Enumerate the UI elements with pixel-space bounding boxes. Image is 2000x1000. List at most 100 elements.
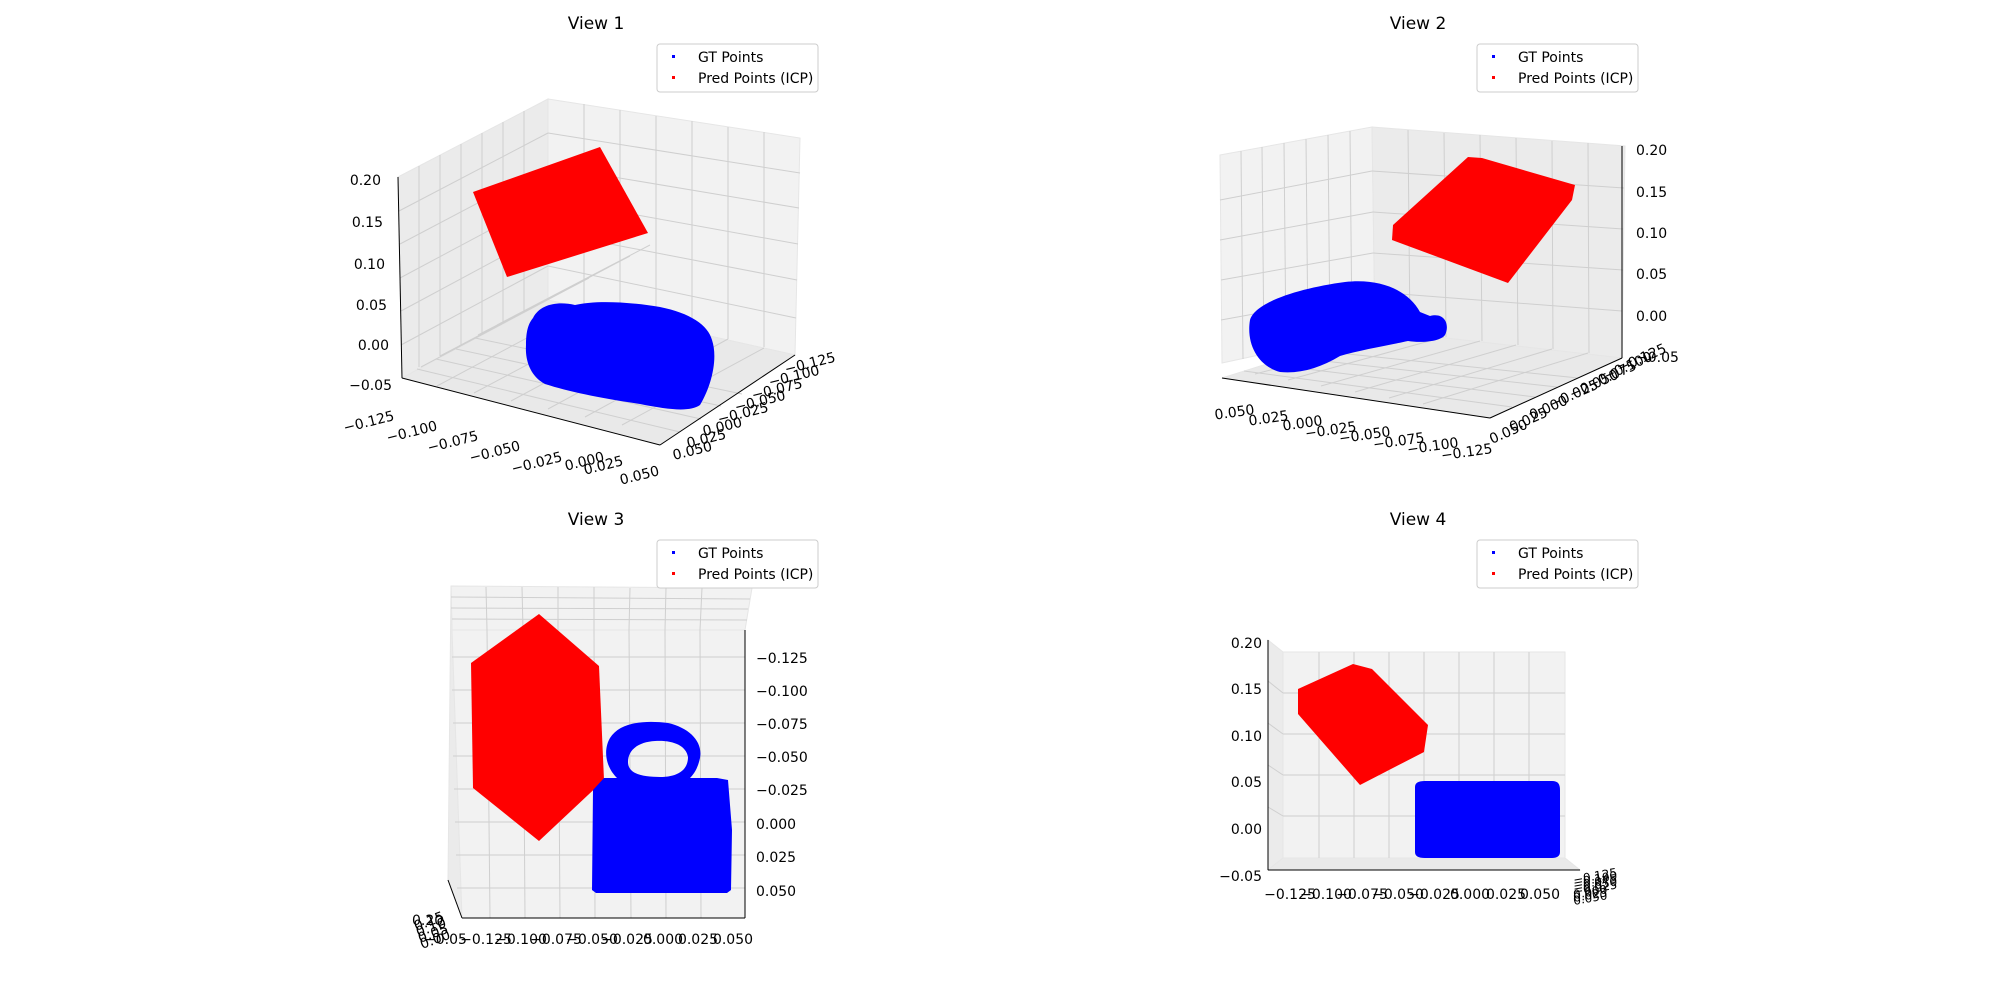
z-tick-label: 0.20 bbox=[412, 913, 443, 929]
y-axis-ticks: −0.125 −0.100 −0.075 −0.050 −0.025 0.000… bbox=[756, 651, 808, 900]
x-tick-label: 0.050 bbox=[1214, 402, 1256, 423]
side-pane bbox=[1267, 638, 1284, 872]
x-tick-label: −0.050 bbox=[566, 932, 618, 948]
x-tick-label: 0.025 bbox=[678, 932, 718, 948]
pred-legend-label: Pred Points (ICP) bbox=[698, 567, 813, 583]
y-tick-label: −0.050 bbox=[756, 750, 808, 766]
pred-legend-marker bbox=[1492, 572, 1495, 575]
gt-legend-label: GT Points bbox=[1518, 50, 1583, 66]
subplot-view-1: View 1 bbox=[342, 14, 837, 489]
pred-legend-label: Pred Points (ICP) bbox=[1518, 71, 1633, 87]
axes-panes bbox=[1219, 126, 1626, 419]
x-axis-ticks: 0.050 0.025 0.000 −0.025 −0.050 −0.075 −… bbox=[1214, 402, 1494, 464]
y-tick-label: 0.025 bbox=[1572, 885, 1608, 905]
x-tick-label: 0.050 bbox=[713, 932, 753, 948]
x-tick-label: −0.025 bbox=[601, 932, 653, 948]
z-tick-label: 0.00 bbox=[358, 338, 389, 354]
subplot-title: View 1 bbox=[568, 14, 625, 34]
pred-legend-marker bbox=[672, 572, 675, 575]
z-tick-label: 0.15 bbox=[1231, 682, 1262, 698]
y-tick-label: −0.075 bbox=[756, 717, 808, 733]
legend-frame bbox=[1476, 43, 1639, 93]
gt-legend-label: GT Points bbox=[698, 50, 763, 66]
x-axis-ticks: −0.125 −0.100 −0.075 −0.050 −0.025 0.000… bbox=[1264, 887, 1560, 903]
z-tick-label: 0.10 bbox=[354, 257, 385, 273]
x-tick-label: 0.050 bbox=[618, 463, 661, 488]
x-tick-label: −0.025 bbox=[1408, 887, 1460, 903]
y-tick-label: 0.050 bbox=[756, 884, 796, 900]
axis-lines bbox=[397, 176, 796, 446]
pred-legend-marker bbox=[672, 76, 675, 79]
x-tick-label: −0.125 bbox=[1440, 441, 1494, 464]
x-tick-label: 0.000 bbox=[1450, 887, 1490, 903]
pred-point-cloud bbox=[473, 147, 648, 277]
z-tick-label: −0.05 bbox=[349, 378, 392, 394]
pred-point-cloud bbox=[1392, 157, 1575, 283]
gt-legend-marker bbox=[672, 55, 675, 58]
subplot-view-4: View 4 −0.05 0.00 0.05 0.10 0.15 0 bbox=[1219, 510, 1639, 908]
axis-lines bbox=[1221, 146, 1623, 419]
legend: GT Points Pred Points (ICP) bbox=[656, 43, 819, 93]
gt-point-cloud bbox=[525, 302, 715, 410]
x-tick-label: −0.050 bbox=[1372, 887, 1424, 903]
subplot-view-3: View 3 −0.125 −0.100 −0.075 −0.0 bbox=[412, 510, 819, 953]
z-axis-ticks: −0.05 0.00 0.05 0.10 0.15 0.20 bbox=[349, 173, 392, 394]
subplot-title: View 4 bbox=[1390, 510, 1447, 530]
x-tick-label: 0.050 bbox=[1520, 887, 1560, 903]
legend: GT Points Pred Points (ICP) bbox=[1476, 539, 1639, 589]
pred-point-cloud bbox=[471, 614, 604, 841]
y-tick-label: −0.125 bbox=[756, 651, 808, 667]
pred-point-cloud bbox=[1298, 664, 1428, 785]
z-tick-label: 0.05 bbox=[1636, 267, 1667, 283]
x-tick-label: 0.025 bbox=[1486, 887, 1526, 903]
pred-legend-label: Pred Points (ICP) bbox=[698, 71, 813, 87]
y-tick-label: 0.050 bbox=[671, 439, 714, 464]
gt-legend-label: GT Points bbox=[1518, 546, 1583, 562]
x-tick-label: 0.000 bbox=[643, 932, 683, 948]
y-axis-ticks: −0.125 −0.100 −0.075 −0.050 −0.025 0.000… bbox=[1572, 865, 1618, 908]
y-tick-label: −0.025 bbox=[756, 783, 808, 799]
z-tick-label: 0.20 bbox=[350, 173, 381, 189]
z-tick-label: −0.05 bbox=[1636, 350, 1679, 366]
legend: GT Points Pred Points (ICP) bbox=[656, 539, 819, 589]
subplot-view-2: View 2 −0.05 0.00 0.05 bbox=[1214, 14, 1679, 464]
z-tick-label: 0.15 bbox=[1636, 185, 1667, 201]
x-tick-label: −0.100 bbox=[1300, 887, 1352, 903]
x-tick-label: −0.075 bbox=[1372, 430, 1426, 453]
z-axis-ticks: 0.20 0.15 0.10 0.05 0.00 −0.05 bbox=[412, 909, 467, 953]
pred-legend-marker bbox=[1492, 76, 1495, 79]
x-tick-label: 0.025 bbox=[1248, 408, 1290, 429]
subplot-title: View 3 bbox=[568, 510, 625, 530]
legend: GT Points Pred Points (ICP) bbox=[1476, 43, 1639, 93]
gt-legend-marker bbox=[1492, 551, 1495, 554]
legend-frame bbox=[656, 43, 819, 93]
y-tick-label: 0.000 bbox=[1572, 882, 1608, 902]
x-tick-label: −0.050 bbox=[1338, 424, 1392, 447]
legend-frame bbox=[1476, 539, 1639, 589]
z-axis-ticks: −0.05 0.00 0.05 0.10 0.15 0.20 bbox=[1219, 636, 1262, 885]
z-tick-label: 0.05 bbox=[356, 298, 387, 314]
z-tick-label: −0.05 bbox=[424, 932, 467, 948]
x-tick-label: −0.100 bbox=[495, 932, 547, 948]
gt-point-cloud bbox=[1249, 281, 1447, 373]
z-tick-label: 0.20 bbox=[1231, 636, 1262, 652]
subplot-title: View 2 bbox=[1390, 14, 1447, 34]
x-tick-label: −0.025 bbox=[1304, 419, 1358, 442]
y-tick-label: 0.000 bbox=[756, 817, 796, 833]
x-tick-label: −0.125 bbox=[460, 932, 512, 948]
z-tick-label: 0.15 bbox=[352, 215, 383, 231]
gt-point-cloud bbox=[1415, 781, 1560, 858]
gt-legend-label: GT Points bbox=[698, 546, 763, 562]
pred-legend-label: Pred Points (ICP) bbox=[1518, 567, 1633, 583]
axis-lines bbox=[1267, 640, 1580, 871]
gt-point-cloud bbox=[592, 721, 732, 893]
z-tick-label: 0.10 bbox=[1636, 226, 1667, 242]
x-tick-label: −0.125 bbox=[1264, 887, 1316, 903]
y-tick-label: 0.025 bbox=[756, 850, 796, 866]
x-tick-label: −0.100 bbox=[1406, 435, 1460, 458]
z-tick-label: 0.05 bbox=[1231, 775, 1262, 791]
floor-pane bbox=[1266, 857, 1582, 871]
gt-legend-marker bbox=[1492, 55, 1495, 58]
x-tick-label: 0.000 bbox=[1282, 413, 1324, 434]
